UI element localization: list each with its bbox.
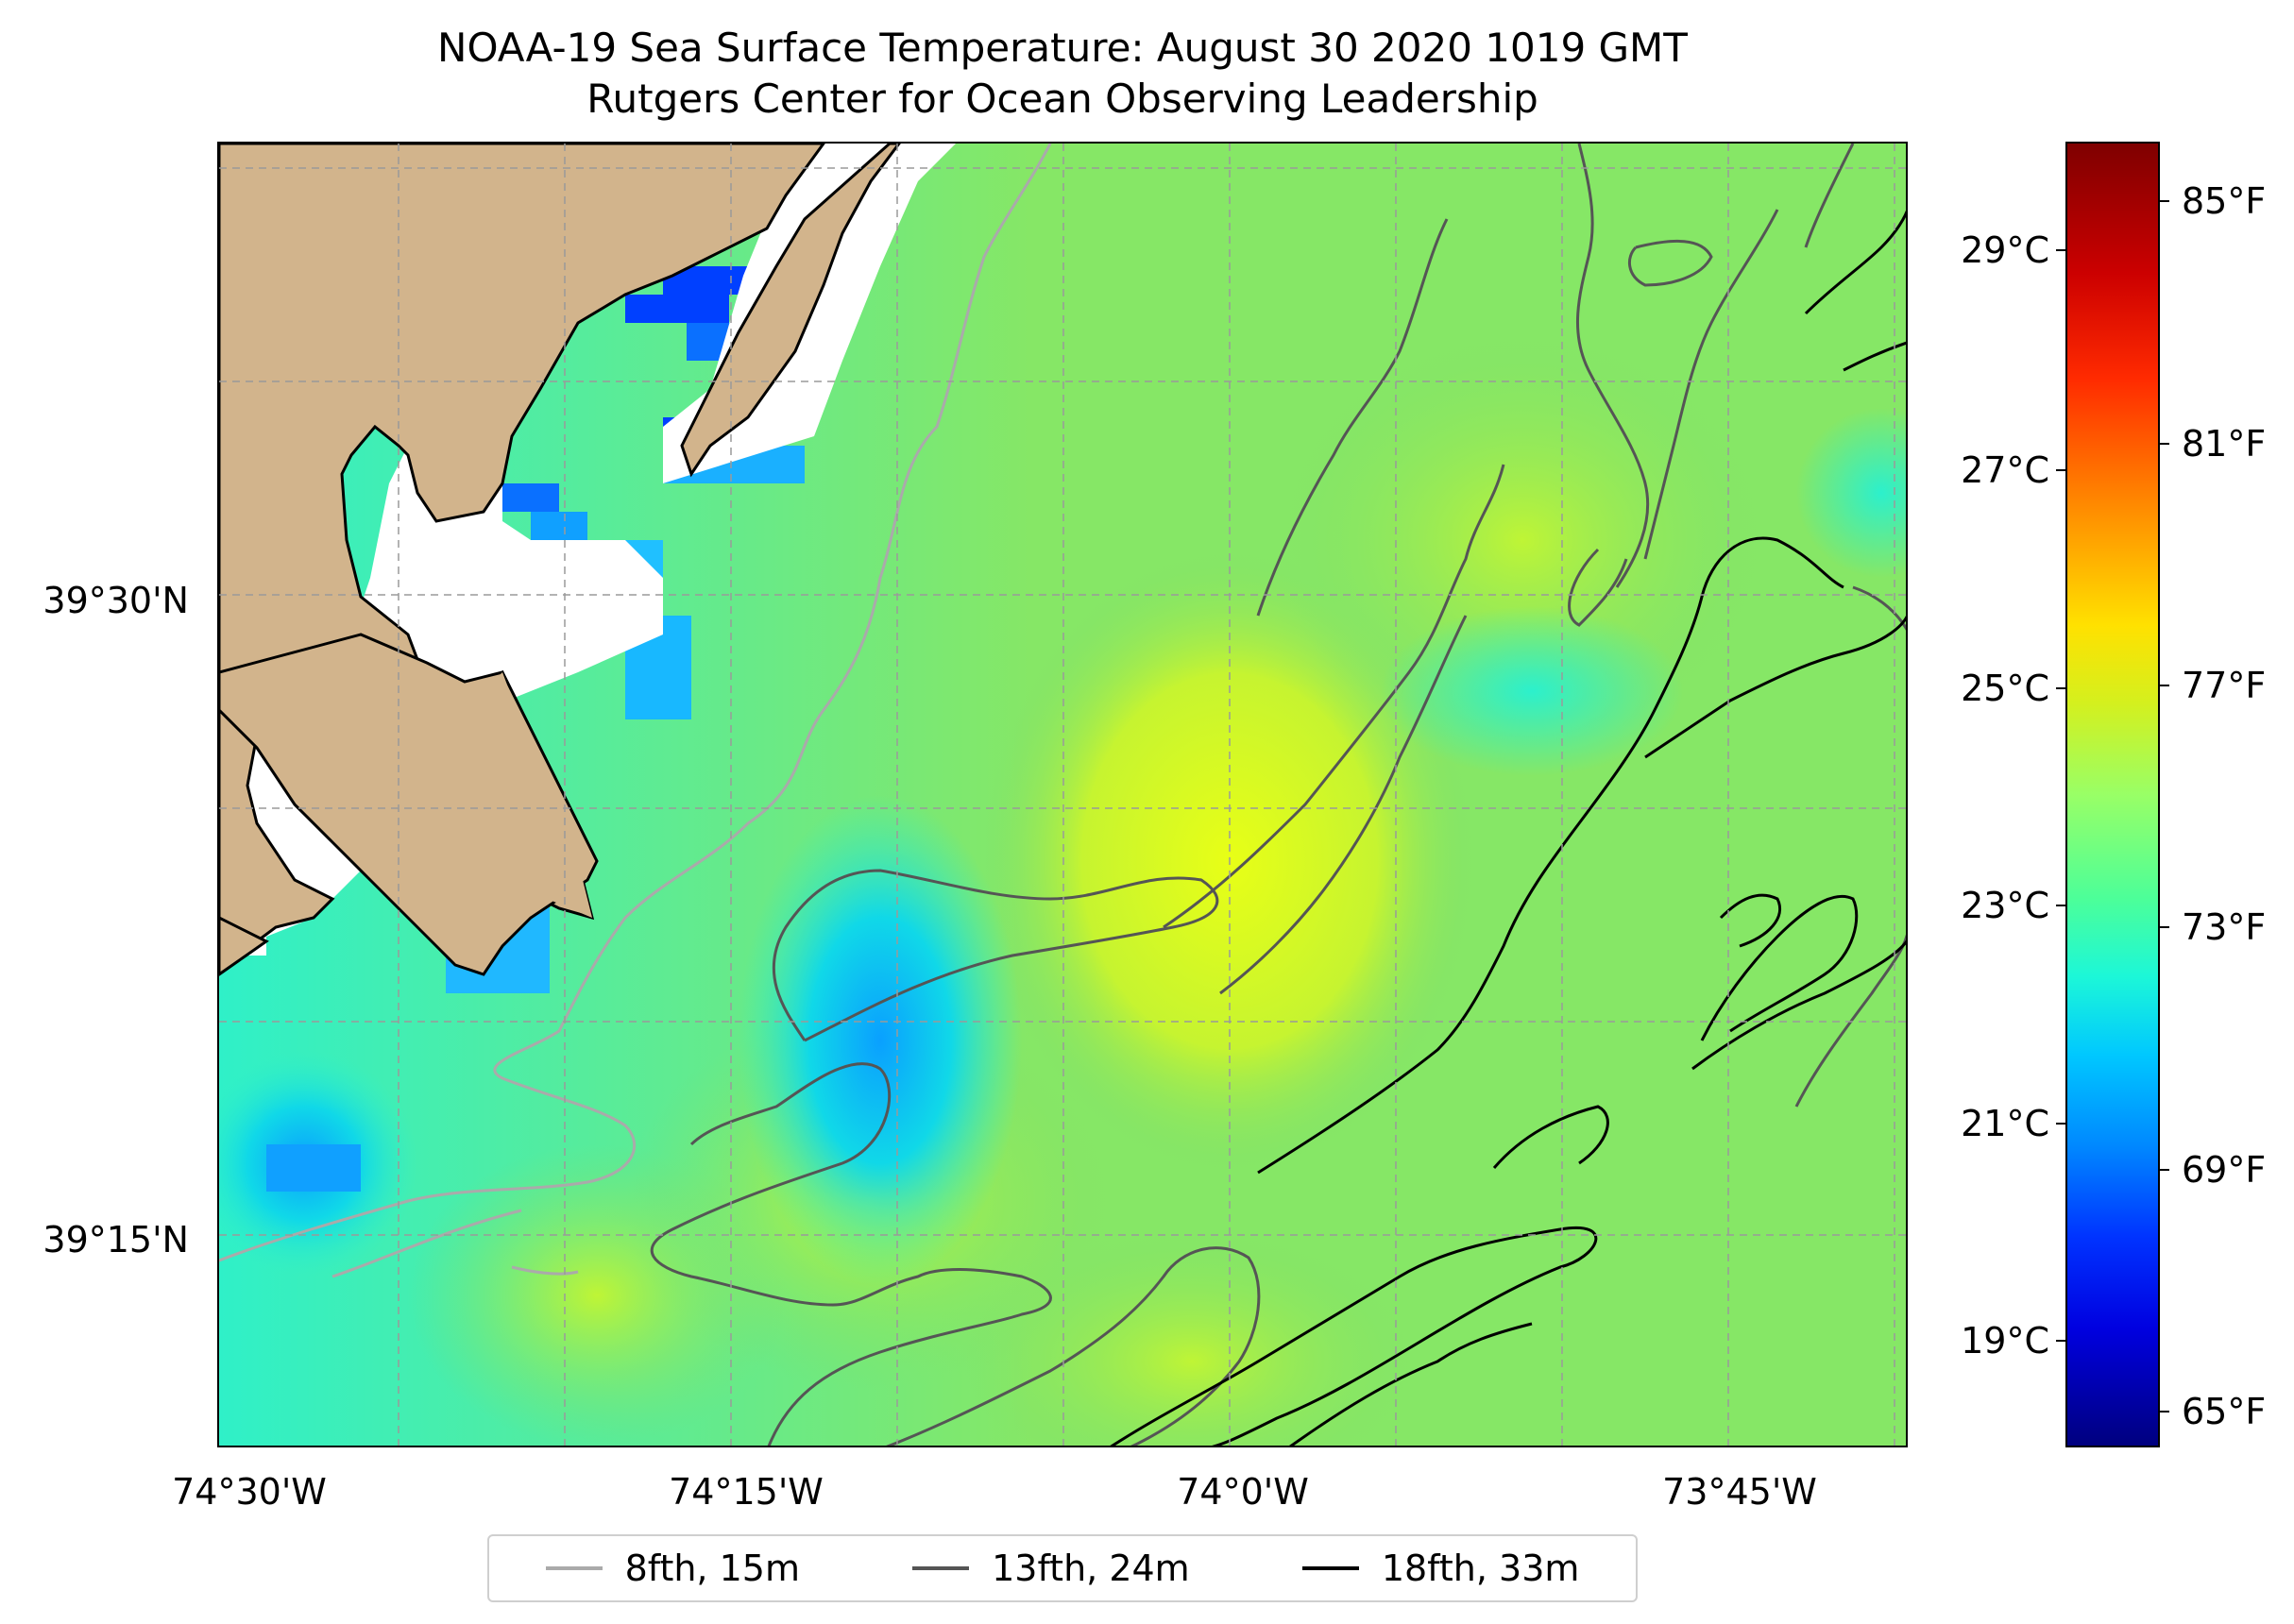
legend-line-13fth xyxy=(912,1566,970,1570)
legend-item-18fth: 18fth, 33m xyxy=(1301,1548,1580,1589)
sst-map-svg xyxy=(219,144,1906,1446)
legend-item-13fth: 13fth, 24m xyxy=(912,1548,1190,1589)
colorbar-tick xyxy=(2056,687,2065,689)
colorbar-tick xyxy=(2160,1169,2169,1171)
legend-label: 18fth, 33m xyxy=(1381,1548,1580,1589)
colorbar-tick xyxy=(2056,905,2065,906)
colorbar-celsius-label: 29°C xyxy=(1961,229,2049,271)
cool-patch-e xyxy=(1381,606,1683,776)
legend-label: 8fth, 15m xyxy=(624,1548,800,1589)
legend-label: 13fth, 24m xyxy=(992,1548,1190,1589)
cool-patch-far-e xyxy=(1796,408,1906,578)
colorbar-fahrenheit-label: 73°F xyxy=(2182,906,2267,948)
x-tick-label: 74°30'W xyxy=(172,1471,327,1513)
isobath-legend: 8fth, 15m 13fth, 24m 18fth, 33m xyxy=(487,1534,1638,1602)
land-inlet xyxy=(408,672,592,918)
legend-line-18fth xyxy=(1301,1566,1359,1570)
colorbar-celsius-label: 23°C xyxy=(1961,885,2049,926)
gridlines xyxy=(219,144,1906,1446)
y-tick-label: 39°15'N xyxy=(42,1219,189,1260)
colorbar-celsius-label: 25°C xyxy=(1961,668,2049,709)
warm-patch-s2 xyxy=(965,1229,1419,1446)
colorbar-celsius-label: 19°C xyxy=(1961,1320,2049,1362)
chart-subtitle: Rutgers Center for Ocean Observing Leade… xyxy=(586,76,1538,122)
legend-item-8fth: 8fth, 15m xyxy=(545,1548,800,1589)
y-tick-label: 39°30'N xyxy=(42,580,189,621)
colorbar-tick xyxy=(2160,926,2169,928)
isobath-18fth xyxy=(1110,210,1906,1446)
x-tick-label: 74°15'W xyxy=(669,1471,824,1513)
legend-line-8fth xyxy=(545,1566,603,1570)
colorbar-tick xyxy=(2160,1411,2169,1413)
x-tick-label: 73°45'W xyxy=(1662,1471,1817,1513)
colorbar-tick xyxy=(2160,443,2169,445)
colorbar-fahrenheit-label: 77°F xyxy=(2182,665,2267,706)
isobath-8fth xyxy=(219,144,1052,1278)
colorbar-tick xyxy=(2056,1340,2065,1342)
colorbar-celsius-label: 27°C xyxy=(1961,449,2049,491)
cool-eddy xyxy=(739,795,1022,1286)
colorbar-fahrenheit-label: 81°F xyxy=(2182,423,2267,465)
colorbar-tick xyxy=(2056,1123,2065,1125)
colorbar-tick xyxy=(2056,249,2065,251)
chart-title: NOAA-19 Sea Surface Temperature: August … xyxy=(437,25,1688,71)
isobath-13fth xyxy=(650,144,1906,1446)
colorbar-fahrenheit-label: 65°F xyxy=(2182,1391,2267,1432)
colorbar-tick xyxy=(2160,200,2169,202)
colorbar-fahrenheit-label: 85°F xyxy=(2182,180,2267,222)
x-tick-label: 74°0'W xyxy=(1177,1471,1309,1513)
colorbar-fahrenheit-label: 69°F xyxy=(2182,1149,2267,1191)
sst-map[interactable] xyxy=(217,142,1908,1447)
colorbar-tick xyxy=(2160,685,2169,686)
temperature-colorbar xyxy=(2065,142,2160,1447)
colorbar-celsius-label: 21°C xyxy=(1961,1103,2049,1144)
colorbar-tick xyxy=(2056,469,2065,471)
